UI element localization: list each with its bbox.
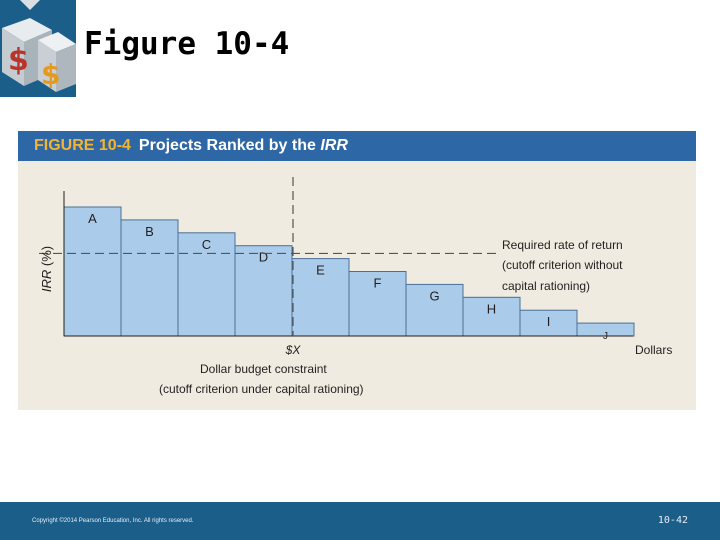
copyright-text: Copyright ©2014 Pearson Education, Inc. … <box>32 518 194 524</box>
bar-e <box>291 258 350 337</box>
bar-label-a: A <box>88 211 97 226</box>
svg-text:$: $ <box>8 43 29 78</box>
bar-a <box>63 206 122 337</box>
bar-c <box>177 232 236 337</box>
figure-number: FIGURE 10-4 <box>34 137 131 154</box>
bar-d <box>234 245 293 337</box>
bar-label-g: G <box>429 288 439 303</box>
budget-label-line1: Dollar budget constraint <box>200 362 327 376</box>
figure-title-prefix: Projects Ranked by the <box>138 137 321 154</box>
budget-amount-label: $X <box>285 343 302 357</box>
y-axis-label: IRR (%) <box>39 246 54 292</box>
footer-bar: Copyright ©2014 Pearson Education, Inc. … <box>0 502 720 540</box>
bar-label-b: B <box>145 224 154 239</box>
figure-title: Projects Ranked by the IRR <box>139 137 348 154</box>
y-axis-label-italic: IRR <box>39 270 54 292</box>
bar-b <box>120 219 179 337</box>
required-rate-label-line3: capital rationing) <box>502 279 590 293</box>
bar-label-c: C <box>202 237 211 252</box>
slide-title: Figure 10-4 <box>84 26 290 62</box>
required-rate-label-line1: Required rate of return <box>502 238 623 252</box>
bar-label-e: E <box>316 263 325 278</box>
required-rate-label-line2: (cutoff criterion without <box>502 258 623 272</box>
bar-label-i: I <box>547 314 551 329</box>
y-axis-label-unit: (%) <box>39 246 54 270</box>
bar-label-h: H <box>487 301 496 316</box>
page-number: 10-42 <box>657 515 688 526</box>
bar-label-j: J <box>603 331 608 342</box>
figure-title-italic: IRR <box>320 137 348 154</box>
bar-label-f: F <box>374 276 382 291</box>
bar-label-d: D <box>259 250 268 265</box>
dollar-dice-logo-icon: $ $ <box>0 0 76 97</box>
irr-chart: A B C D E F G H I J IRR (%) Dollars Required rate… <box>39 177 672 396</box>
x-axis-label: Dollars <box>635 343 672 357</box>
svg-text:$: $ <box>41 58 60 91</box>
budget-label-line2: (cutoff criterion under capital rationin… <box>159 382 364 396</box>
figure-header: FIGURE 10-4 Projects Ranked by the IRR <box>18 131 696 161</box>
